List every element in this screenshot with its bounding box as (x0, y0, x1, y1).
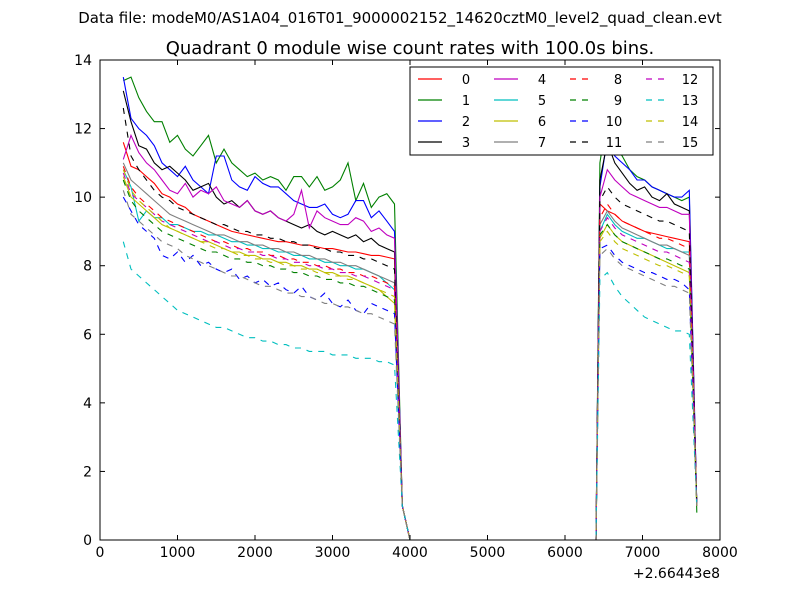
y-tick-label: 4 (83, 396, 92, 412)
legend-label-10: 10 (606, 115, 623, 130)
series-line-11 (122, 107, 698, 541)
x-tick-label: 6000 (547, 545, 583, 561)
legend-label-6: 6 (538, 115, 546, 130)
series-line-10 (122, 196, 698, 541)
series-line-3 (122, 90, 698, 541)
legend-label-5: 5 (538, 94, 546, 109)
legend-label-9: 9 (614, 94, 622, 109)
x-tick-label: 7000 (625, 545, 661, 561)
series-line-8 (122, 166, 698, 541)
x-tick-label: 0 (96, 545, 105, 561)
legend-label-12: 12 (682, 73, 699, 88)
chart-suptitle: Data file: modeM0/AS1A04_016T01_90000021… (78, 9, 722, 28)
series-line-15 (122, 190, 698, 541)
y-tick-label: 0 (83, 533, 92, 549)
series-line-4 (122, 133, 698, 541)
x-tick-label: 2000 (237, 545, 273, 561)
x-tick-label: 4000 (392, 545, 428, 561)
y-tick-label: 10 (74, 190, 92, 206)
series-line-9 (122, 179, 698, 541)
y-tick-label: 14 (74, 53, 92, 69)
x-tick-label: 5000 (470, 545, 506, 561)
series-line-12 (122, 172, 698, 541)
y-tick-label: 2 (83, 464, 92, 480)
legend-label-11: 11 (606, 136, 623, 151)
axis-ticks: 0 1000 2000 3000 4000 5000 6000 7000 80000246810… (74, 53, 738, 561)
legend-label-3: 3 (462, 136, 470, 151)
series-line-2 (122, 76, 698, 541)
legend-label-0: 0 (462, 73, 470, 88)
y-tick-label: 6 (83, 327, 92, 343)
legend-label-2: 2 (462, 115, 470, 130)
legend-label-15: 15 (682, 136, 699, 151)
x-tick-label: 8000 (702, 545, 738, 561)
legend-box (409, 66, 714, 156)
legend-label-14: 14 (682, 115, 699, 130)
x-offset-label: +2.66443e8 (633, 566, 720, 582)
legend-label-7: 7 (538, 136, 546, 151)
series-lines (122, 76, 698, 541)
series-line-14 (122, 169, 698, 541)
y-tick-label: 8 (83, 259, 92, 275)
x-tick-label: 1000 (160, 545, 196, 561)
legend-label-8: 8 (614, 73, 622, 88)
y-tick-label: 12 (74, 122, 92, 138)
legend-label-1: 1 (462, 94, 470, 109)
x-tick-label: 3000 (315, 545, 351, 561)
chart-title: Quadrant 0 module wise count rates with … (166, 38, 655, 59)
series-line-7 (122, 162, 698, 541)
legend-label-13: 13 (682, 94, 699, 109)
legend-label-4: 4 (538, 73, 546, 88)
